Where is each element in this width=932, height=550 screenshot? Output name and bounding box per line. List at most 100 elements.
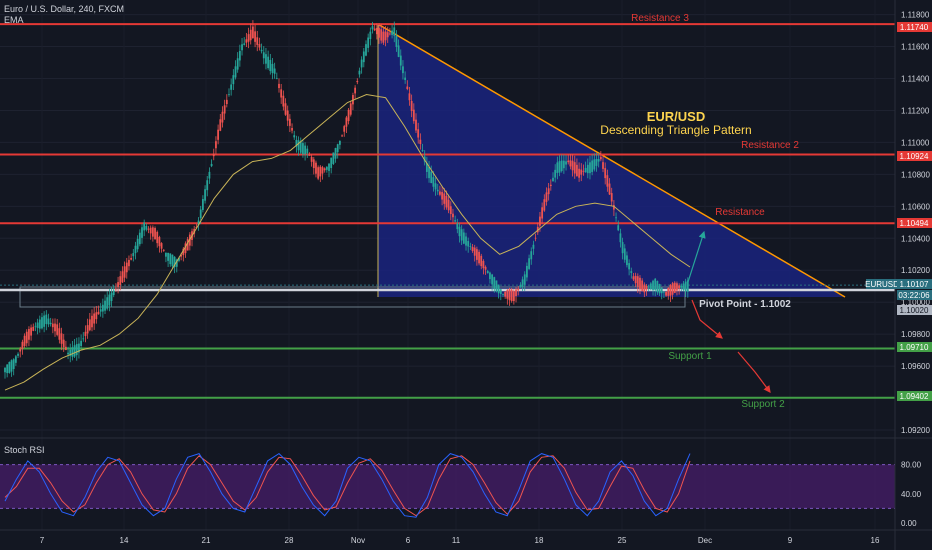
- candle-body: [45, 314, 48, 325]
- candle-body: [330, 157, 333, 169]
- candle-body: [510, 289, 513, 302]
- candle-body: [567, 160, 570, 163]
- time-tick: 28: [285, 536, 294, 545]
- candle-body: [399, 55, 402, 66]
- rsi-k-line: [4, 452, 691, 518]
- candle-body: [436, 189, 439, 192]
- candle-body: [106, 297, 109, 309]
- candle-body: [508, 289, 511, 301]
- candle-body: [232, 75, 235, 85]
- candle-body: [408, 93, 411, 101]
- candle-body: [584, 167, 587, 173]
- candle-body: [217, 129, 220, 140]
- candle-body: [206, 180, 209, 191]
- candle-body: [389, 33, 391, 35]
- candle-body: [108, 294, 111, 306]
- candle-body: [534, 237, 537, 239]
- ema-line: [4, 93, 691, 391]
- candle-body: [462, 232, 465, 244]
- candle-body: [604, 168, 607, 179]
- candle-body: [499, 289, 502, 294]
- candle-body: [452, 213, 454, 218]
- support2-label: Support 2: [741, 399, 785, 410]
- candle-body: [458, 226, 461, 237]
- candle-body: [182, 248, 185, 256]
- candle-body: [236, 58, 239, 70]
- candle-body: [506, 290, 509, 299]
- pivot-price: 1.10020: [900, 306, 929, 315]
- candle-body: [256, 37, 259, 45]
- candle-body: [447, 199, 450, 211]
- price-tick: 1.10600: [901, 202, 930, 211]
- candle-body: [223, 105, 226, 114]
- candle-body: [445, 195, 448, 208]
- candle-body: [491, 274, 494, 285]
- candle-body: [258, 44, 261, 48]
- resistance1-price: 1.10494: [900, 219, 929, 228]
- rsi-tick: 40.00: [901, 490, 922, 499]
- candle-body: [162, 249, 165, 251]
- candle-body: [269, 59, 272, 72]
- candle-body: [325, 166, 328, 170]
- candle-body: [175, 259, 178, 267]
- candle-body: [69, 349, 72, 356]
- candle-body: [515, 289, 517, 297]
- candle-body: [619, 233, 622, 243]
- price-tags: 1.11740 1.10924 1.10494 EURUSD 1.10107 0…: [865, 22, 932, 401]
- candle-body: [121, 271, 124, 283]
- candle-body: [230, 84, 233, 90]
- candle-body: [178, 257, 180, 261]
- candle-body: [562, 160, 565, 169]
- candle-body: [49, 322, 52, 325]
- candle-body: [243, 43, 246, 45]
- candle-body: [617, 225, 620, 231]
- candle-body: [573, 162, 576, 174]
- candle-body: [86, 325, 89, 334]
- support2-price: 1.09402: [900, 392, 929, 401]
- candle-body: [201, 199, 204, 210]
- candle-body: [636, 276, 639, 287]
- candle-body: [362, 51, 365, 63]
- candle-body: [536, 226, 539, 233]
- candle-body: [23, 335, 26, 346]
- bullish-arrow: [687, 230, 706, 283]
- candle-body: [497, 284, 500, 294]
- candle-body: [482, 260, 485, 269]
- candle-body: [441, 192, 443, 200]
- candle-body: [634, 275, 637, 284]
- candle-body: [282, 95, 285, 107]
- candle-body: [54, 323, 56, 332]
- candle-body: [123, 266, 126, 278]
- candle-body: [6, 364, 9, 374]
- candle-body: [549, 184, 552, 187]
- candle-body: [602, 162, 604, 169]
- candle-body: [521, 279, 524, 287]
- candle-body: [212, 153, 215, 157]
- candle-body: [626, 255, 628, 266]
- candle-body: [167, 252, 169, 261]
- candle-body: [34, 325, 37, 327]
- candle-body: [395, 36, 398, 47]
- time-tick: 6: [406, 536, 411, 545]
- pivot-zone: [19, 286, 686, 308]
- candle-body: [275, 78, 278, 80]
- resistance2-label: Resistance 2: [741, 140, 799, 151]
- candle-body: [504, 291, 507, 297]
- candle-body: [169, 253, 172, 265]
- candle-body: [234, 66, 237, 78]
- candle-body: [676, 283, 678, 291]
- candle-body: [154, 228, 156, 240]
- candle-body: [478, 251, 480, 264]
- candle-body: [432, 177, 435, 187]
- time-tick: 14: [120, 536, 129, 545]
- candle-body: [312, 159, 315, 169]
- candle-body: [286, 110, 289, 121]
- candle-body: [554, 169, 557, 178]
- level-lines: [0, 23, 895, 399]
- candle-body: [288, 118, 291, 126]
- candle-body: [97, 311, 100, 315]
- candle-body: [173, 256, 176, 268]
- candle-body: [41, 317, 43, 329]
- candle-body: [80, 340, 83, 346]
